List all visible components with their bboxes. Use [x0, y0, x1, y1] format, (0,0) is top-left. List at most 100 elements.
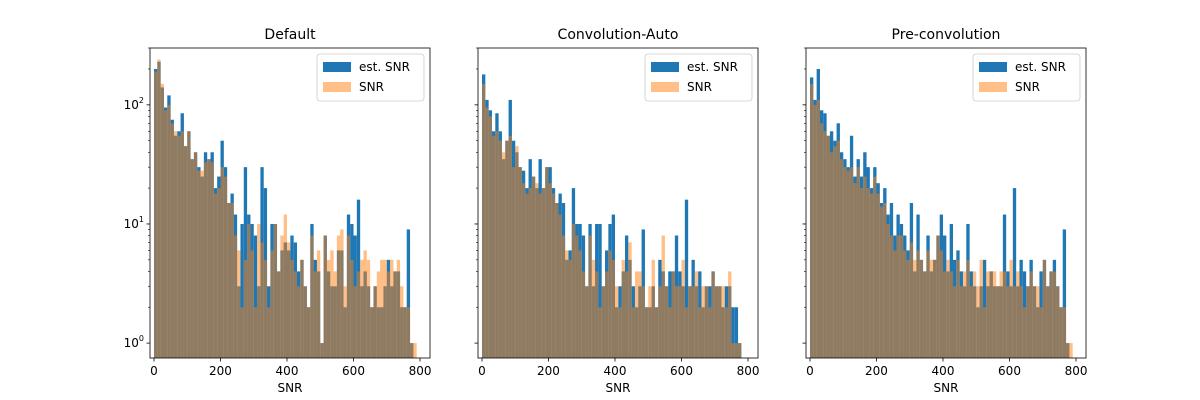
legend-label: SNR: [1015, 80, 1040, 94]
bar-snr: [1022, 307, 1027, 358]
bar-snr: [565, 250, 569, 358]
legend-label: est. SNR: [687, 60, 738, 74]
bar-snr: [1039, 307, 1043, 358]
bar-snr: [621, 259, 625, 358]
bar-snr: [293, 271, 297, 358]
bar-snr: [923, 271, 927, 358]
bar-snr: [976, 286, 980, 358]
bar-snr: [899, 235, 904, 358]
x-tick-label: 0: [150, 364, 158, 378]
bar-snr: [531, 176, 536, 358]
bar-snr: [153, 71, 158, 358]
bar-snr: [217, 188, 221, 358]
bar-snr: [356, 271, 361, 358]
bar-snr: [628, 242, 632, 358]
bar-snr: [916, 250, 920, 358]
bar-snr: [571, 223, 576, 358]
bar-snr: [376, 271, 381, 358]
bar-snr: [909, 242, 914, 358]
bar-snr: [538, 193, 542, 358]
bar-snr: [207, 159, 211, 358]
bar-snr: [353, 286, 357, 358]
bar-snr: [340, 229, 344, 358]
bar-snr: [313, 271, 317, 358]
bar-snr: [545, 167, 549, 358]
bar-snr: [836, 140, 840, 358]
bar-snr: [903, 250, 907, 358]
bar-snr: [183, 146, 188, 358]
bar-snr: [400, 286, 404, 358]
bar-snr: [508, 135, 512, 358]
bar-snr: [933, 259, 937, 358]
bar-snr: [488, 116, 492, 358]
bar-snr: [711, 271, 715, 358]
bar-snr: [926, 250, 930, 358]
bar-snr: [1012, 286, 1017, 358]
bar-snr: [253, 307, 258, 358]
subplot-title: Pre-convolution: [892, 27, 1001, 43]
legend: est. SNR SNR: [972, 53, 1081, 102]
bar-snr: [501, 152, 506, 358]
legend-label: est. SNR: [359, 60, 410, 74]
legend-swatch: [323, 62, 351, 72]
bar-snr: [203, 162, 208, 358]
bar-snr: [982, 307, 987, 358]
bar-snr: [306, 307, 311, 358]
bar-snr: [618, 307, 622, 358]
bars: [153, 59, 417, 358]
bar-snr: [505, 140, 509, 358]
bar-est-snr: [240, 223, 244, 358]
bar-snr: [200, 170, 204, 358]
bar-snr: [521, 183, 526, 358]
y-tick-label: 102: [124, 96, 144, 112]
bar-snr: [260, 242, 264, 358]
bar-snr: [694, 271, 699, 358]
bar-snr: [859, 188, 864, 358]
bar-snr: [585, 286, 589, 358]
bar-snr: [684, 307, 689, 358]
bars: [809, 68, 1073, 358]
bar-snr: [578, 250, 582, 358]
bar-snr: [671, 271, 675, 358]
x-tick-label: 200: [537, 364, 560, 378]
bar-snr: [601, 286, 606, 358]
bar-snr: [853, 183, 857, 358]
bar-snr: [1056, 286, 1060, 358]
bar-snr: [227, 203, 231, 358]
bar-snr: [193, 152, 198, 358]
x-tick-label: 600: [670, 364, 693, 378]
bar-snr: [1032, 286, 1037, 358]
bar-snr: [1016, 271, 1020, 358]
bar-snr: [575, 235, 579, 358]
bar-snr: [1059, 307, 1063, 358]
bar-snr: [223, 176, 228, 358]
bar-snr: [966, 259, 970, 358]
bar-snr: [598, 307, 602, 358]
bar-est-snr: [598, 223, 602, 358]
bar-snr: [247, 223, 251, 358]
bar-snr: [658, 286, 662, 358]
bar-snr: [283, 214, 288, 358]
bar-snr: [163, 110, 168, 358]
bar-snr: [588, 235, 592, 358]
bar-snr: [839, 159, 844, 358]
bar-snr: [498, 140, 502, 358]
bar-est-snr: [1012, 188, 1017, 358]
legend-swatch: [651, 62, 679, 72]
bar-snr: [323, 235, 327, 358]
bar-snr: [843, 167, 847, 358]
bar-snr: [243, 259, 248, 358]
bar-snr: [250, 250, 254, 358]
bar-snr: [731, 343, 735, 358]
bar-snr: [403, 307, 407, 358]
bar-snr: [1026, 286, 1030, 358]
x-tick-label: 0: [806, 364, 814, 378]
bar-snr: [410, 343, 414, 358]
bar-snr: [233, 235, 238, 358]
bar-snr: [481, 83, 486, 358]
bar-snr: [296, 286, 301, 358]
bar-snr: [287, 242, 291, 358]
bar-snr: [393, 271, 397, 358]
